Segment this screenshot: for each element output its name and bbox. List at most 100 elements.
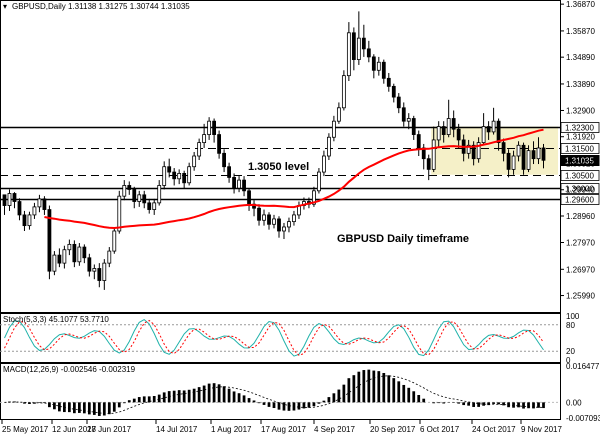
candle-up <box>317 171 321 192</box>
level-price-label: 1.32300 <box>565 124 594 133</box>
candle-up <box>162 166 167 186</box>
candle-up <box>107 250 112 264</box>
candle-up <box>92 268 97 272</box>
candle-up <box>152 202 157 210</box>
y-tick-label: 1.31920 <box>566 133 595 142</box>
candle-up <box>122 185 127 197</box>
candle-up <box>491 120 496 133</box>
candle-down <box>471 144 476 160</box>
x-tick-label: 25 May 2017 <box>2 425 49 434</box>
candle-down <box>12 193 17 202</box>
candle-down <box>496 120 501 144</box>
candle-up <box>157 185 162 204</box>
candle-down <box>47 209 52 272</box>
candle-down <box>257 207 261 221</box>
candle-down <box>147 202 152 210</box>
candle-down <box>2 194 7 206</box>
candle-down <box>451 118 456 130</box>
candle-up <box>536 147 541 160</box>
candles <box>2 11 546 290</box>
candle-down <box>396 96 401 109</box>
candle-up <box>322 155 326 173</box>
current-price-label: 1.31035 <box>565 157 594 166</box>
x-tick-label: 9 Nov 2017 <box>521 425 562 434</box>
candle-down <box>361 37 366 50</box>
x-tick-label: 20 Sep 2017 <box>370 425 416 434</box>
candle-up <box>197 142 202 157</box>
candle-up <box>476 142 481 160</box>
candle-down <box>456 128 461 141</box>
candle-down <box>267 214 271 225</box>
macd-panel: 0.016477 0.00 -0.007093 <box>0 362 600 423</box>
macd-signal-line <box>4 375 544 415</box>
candle-up <box>202 134 207 144</box>
candle-up <box>336 107 341 122</box>
price-axis: 1.36870 1.35870 1.34890 1.33890 1.32900 1.319… <box>560 0 595 301</box>
candle-down <box>541 147 546 161</box>
candle-up <box>282 226 286 232</box>
candle-up <box>102 262 107 281</box>
y-tick-label: 1.36870 <box>566 0 595 9</box>
candle-up <box>287 221 291 228</box>
candle-up <box>406 118 411 122</box>
stoch-level-label: 0 <box>566 356 571 365</box>
candle-up <box>346 32 351 77</box>
candle-up <box>356 37 361 60</box>
symbol-header: GBPUSD,Daily 1.31138 1.31275 1.30744 1.3… <box>12 2 190 11</box>
candle-up <box>272 218 276 225</box>
candle-down <box>531 150 536 160</box>
x-tick-label: 17 Aug 2017 <box>261 425 306 434</box>
candle-down <box>57 254 62 264</box>
candle-down <box>222 152 226 168</box>
y-tick-label: 1.25990 <box>566 292 595 301</box>
x-tick-label: 12 Jun 2017 <box>52 425 97 434</box>
x-tick-label: 1 Aug 2017 <box>211 425 252 434</box>
level-lines: 1.32300 1.31500 1.30500 1.30000 1.29600 1.310… <box>0 122 600 205</box>
candle-up <box>32 206 37 216</box>
candle-up <box>117 195 122 232</box>
candle-up <box>376 61 381 71</box>
candle-down <box>212 120 217 135</box>
candle-up <box>187 166 192 184</box>
candle-down <box>142 194 147 204</box>
candle-down <box>386 77 391 87</box>
y-tick-label: 1.29940 <box>566 186 595 195</box>
candle-up <box>62 249 67 264</box>
candle-up <box>67 243 72 251</box>
candle-down <box>127 185 132 190</box>
y-tick-label: 1.34890 <box>566 53 595 62</box>
x-tick-label: 6 Oct 2017 <box>420 425 460 434</box>
level-annotation: 1.3050 level <box>248 161 309 173</box>
candle-up <box>237 179 241 189</box>
candle-down <box>182 173 187 184</box>
y-tick-label: 1.32900 <box>566 106 595 115</box>
candle-down <box>506 152 511 170</box>
candle-up <box>466 144 471 154</box>
moving-average <box>44 128 544 230</box>
candle-down <box>351 32 356 60</box>
level-price-label: 1.29600 <box>565 196 594 205</box>
candle-up <box>262 214 266 221</box>
y-tick-label: 1.26970 <box>566 265 595 274</box>
candle-down <box>371 56 376 71</box>
x-tick-label: 14 Jul 2017 <box>156 425 198 434</box>
candle-down <box>172 171 177 180</box>
candle-up <box>112 230 117 252</box>
current-price-tag <box>560 155 600 166</box>
candle-down <box>17 201 22 216</box>
candle-up <box>516 144 521 157</box>
candle-down <box>277 218 281 232</box>
y-tick-label: 1.35870 <box>566 27 595 36</box>
candle-up <box>52 254 57 272</box>
ma-line <box>44 128 544 230</box>
stoch-label: Stoch(5,3,3) 45.1077 53.7710 <box>3 315 109 324</box>
candle-down <box>82 246 87 259</box>
candle-up <box>312 190 316 205</box>
menu-dropdown-icon[interactable]: ▾ <box>3 2 7 11</box>
candle-down <box>391 85 396 98</box>
candle-down <box>242 179 246 192</box>
candle-up <box>526 150 531 170</box>
